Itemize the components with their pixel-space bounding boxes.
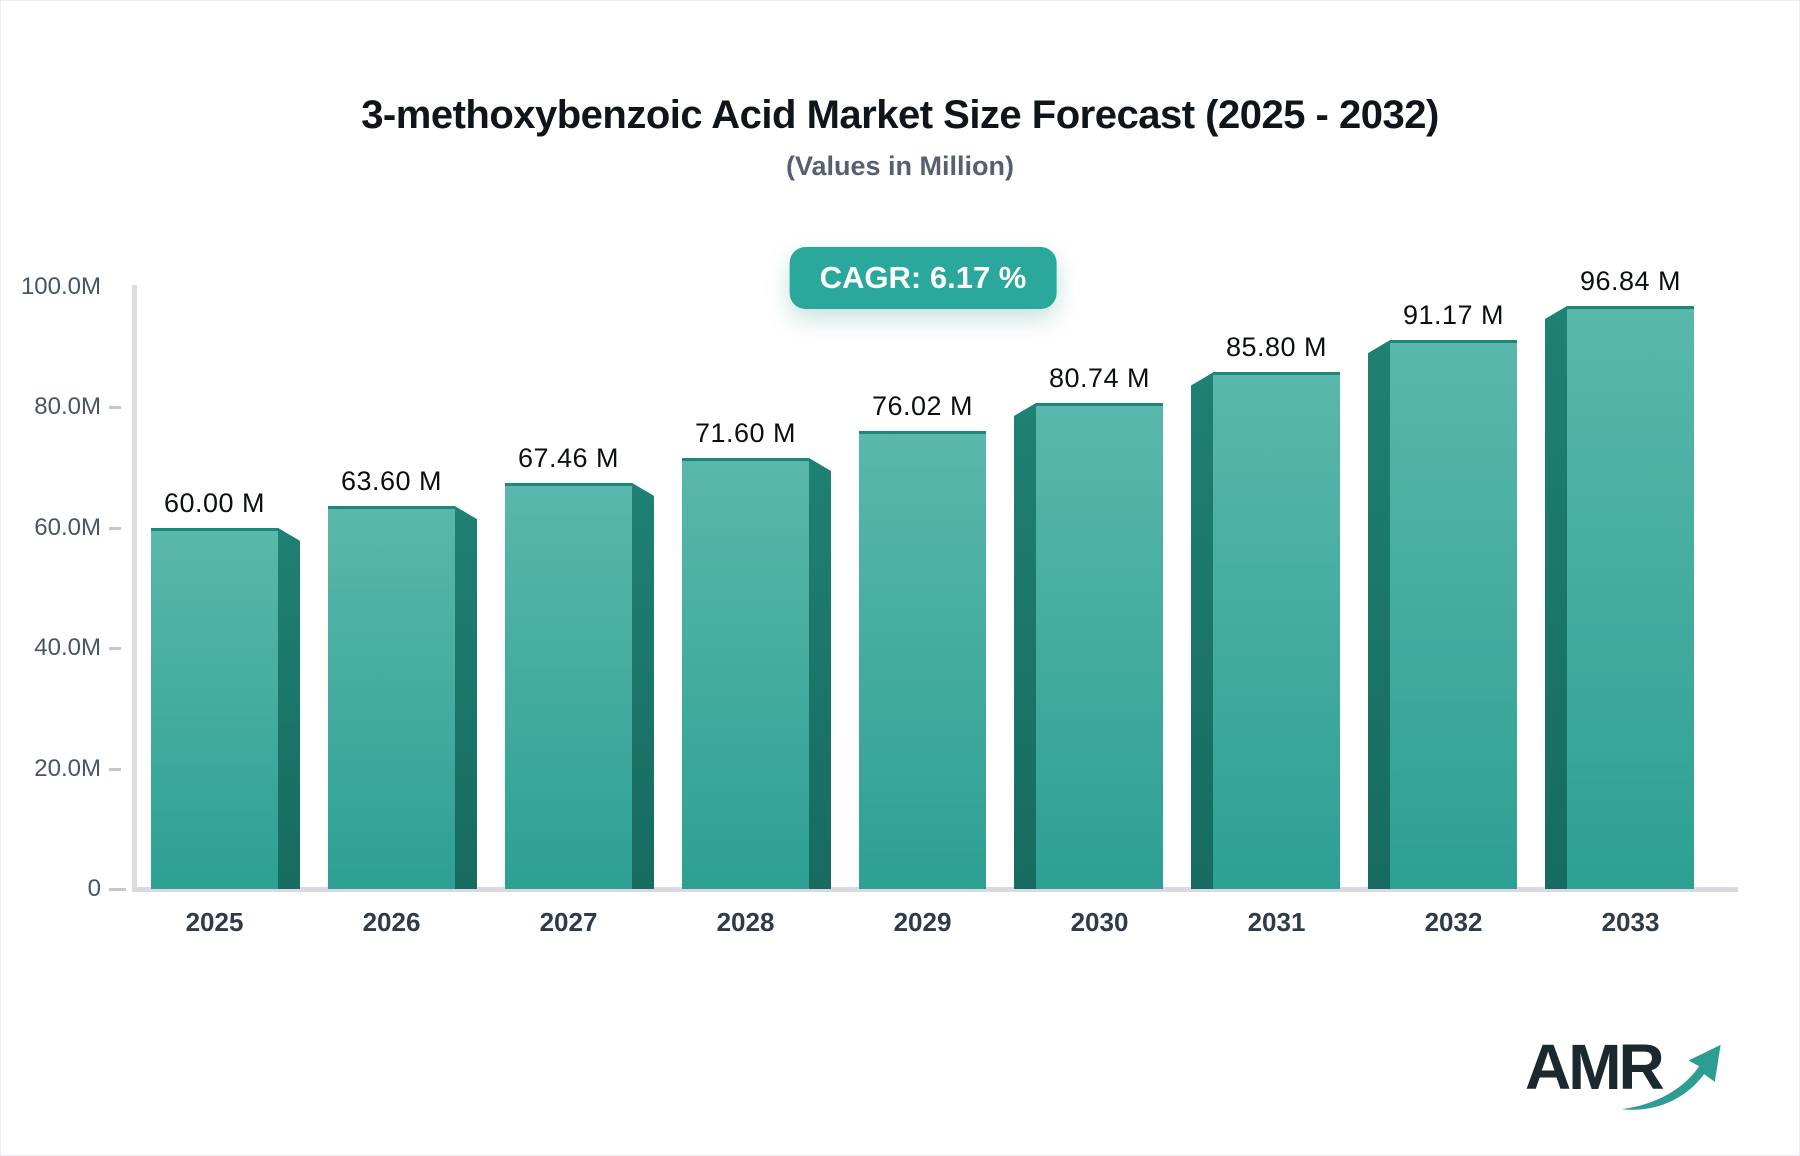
- bar-side-2026: [455, 506, 477, 889]
- y-tick-label: 80.0M: [34, 393, 101, 421]
- y-tick-label: 0: [87, 875, 101, 902]
- bar-2031[interactable]: 85.80 M 2031: [1191, 332, 1340, 937]
- y-tick-label: 100.0M: [20, 273, 101, 300]
- bar-value-label: 91.17 M: [1402, 300, 1505, 331]
- x-axis-label-2031: 2031: [1247, 907, 1306, 937]
- y-tick-label: 40.0M: [34, 634, 101, 662]
- bar-face-2033: [1567, 306, 1694, 889]
- chart-title: 3-methoxybenzoic Acid Market Size Foreca…: [361, 93, 1439, 137]
- x-axis-label-2033: 2033: [1601, 907, 1660, 937]
- y-axis-line: [132, 285, 137, 892]
- amr-logo-text: AMR: [1525, 1031, 1665, 1103]
- bar-side-2025: [278, 527, 300, 889]
- x-axis-label-2026: 2026: [362, 907, 421, 937]
- bar-side-2030: [1014, 402, 1036, 889]
- bar-value-label: 60.00 M: [163, 487, 266, 518]
- bar-value-label: 67.46 M: [517, 442, 620, 473]
- x-axis-label-2032: 2032: [1424, 907, 1483, 937]
- x-axis-label-2025: 2025: [185, 907, 244, 937]
- x-axis-label-2028: 2028: [716, 907, 775, 937]
- x-axis-line: [132, 887, 1738, 892]
- bar-2029[interactable]: 76.02 M 2029: [859, 391, 986, 937]
- amr-logo-arrow-icon: [1621, 1044, 1721, 1110]
- bar-face-2028: [682, 457, 809, 889]
- bar-side-2032: [1368, 340, 1390, 889]
- bar-face-2031: [1213, 372, 1340, 889]
- bar-2032[interactable]: 91.17 M 2032: [1368, 300, 1517, 937]
- bar-face-2027: [505, 482, 632, 889]
- bar-2025[interactable]: 60.00 M 2025: [151, 488, 300, 937]
- bar-side-2031: [1191, 372, 1213, 889]
- x-axis-label-2029: 2029: [893, 907, 952, 937]
- bar-value-label: 80.74 M: [1048, 362, 1151, 393]
- cagr-badge: CAGR: 6.17 %: [789, 247, 1057, 309]
- y-tick-mark: [109, 888, 126, 891]
- bar-2030[interactable]: 80.74 M 2030: [1014, 363, 1163, 937]
- bar-value-label: 85.80 M: [1225, 332, 1328, 363]
- amr-logo: AMR: [1525, 1031, 1721, 1111]
- bar-2026[interactable]: 63.60 M 2026: [328, 466, 477, 937]
- bar-side-2033: [1545, 306, 1567, 889]
- chart-subtitle: (Values in Million): [785, 151, 1015, 181]
- y-tick-label: 20.0M: [34, 754, 101, 782]
- bar-2027[interactable]: 67.46 M 2027: [505, 443, 654, 937]
- bar-face-2029: [859, 431, 986, 889]
- y-tick-mark: [109, 647, 121, 651]
- bar-side-2028: [809, 457, 831, 889]
- bar-2033[interactable]: 96.84 M 2033: [1545, 266, 1694, 937]
- x-axis-label-2027: 2027: [539, 907, 598, 937]
- bar-side-2027: [632, 482, 654, 889]
- bar-face-2030: [1036, 402, 1163, 889]
- bar-value-label: 96.84 M: [1579, 266, 1682, 297]
- bar-value-label: 71.60 M: [694, 417, 797, 448]
- y-tick-mark: [109, 526, 121, 530]
- bar-value-label: 76.02 M: [871, 391, 974, 422]
- bar-value-label: 63.60 M: [340, 466, 443, 497]
- y-tick-mark: [109, 406, 121, 410]
- bar-face-2025: [151, 527, 278, 889]
- bar-face-2026: [328, 506, 455, 889]
- bar-face-2032: [1390, 340, 1517, 889]
- bar-2028[interactable]: 71.60 M 2028: [682, 418, 831, 937]
- plot-area: 60.00 M 2025 63.60 M 2026 67.46 M 2027 71.60 M…: [138, 266, 1738, 937]
- x-axis-label-2030: 2030: [1070, 907, 1129, 937]
- y-tick-label: 60.0M: [34, 513, 101, 541]
- y-tick-mark: [109, 767, 121, 771]
